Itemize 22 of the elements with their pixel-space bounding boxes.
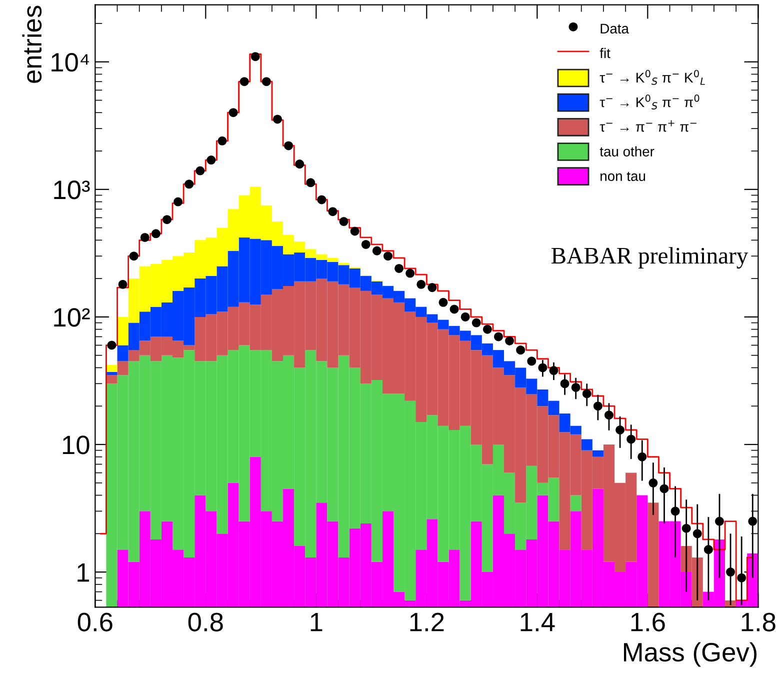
y-axis-title: entries	[22, 6, 42, 83]
legend-label: fit	[600, 48, 610, 58]
x-tick-label: 1.2	[410, 612, 444, 632]
x-tick-label: 1.6	[631, 612, 665, 632]
legend-label: non tau	[600, 172, 646, 182]
x-tick-label: 1.4	[520, 613, 555, 632]
y-tick-label: 10⁴	[52, 52, 89, 72]
x-tick-label: 0.8	[188, 612, 223, 632]
legend-label: tau other	[600, 146, 654, 156]
text: τ$^{−}$ → K$^{0}$$_{S}$ π$^{−}$ K$^{0}$$_{L}$	[600, 70, 705, 85]
x-axis-title: Mass (Gev)	[624, 642, 757, 667]
y-tick-label: 10	[62, 436, 90, 454]
x-tick-label: 1.8	[742, 612, 776, 632]
y-tick-label: 10²	[54, 308, 90, 327]
legend-label: τ$^{−}$ → π$^{−}$ π$^{+}$ π$^{−}$	[600, 120, 696, 132]
x-tick-label: 1	[310, 613, 322, 632]
legend-label: Data	[600, 24, 629, 34]
x-tick-label: 0.6	[78, 612, 112, 632]
text: τ$^{−}$ → K$^{0}$$_{S}$ π$^{−}$ π$^{0}$	[600, 94, 700, 110]
y-tick-label: 10³	[54, 180, 90, 200]
y-tick-label: 1	[78, 563, 90, 582]
annotation: BABAR preliminary	[551, 247, 748, 269]
